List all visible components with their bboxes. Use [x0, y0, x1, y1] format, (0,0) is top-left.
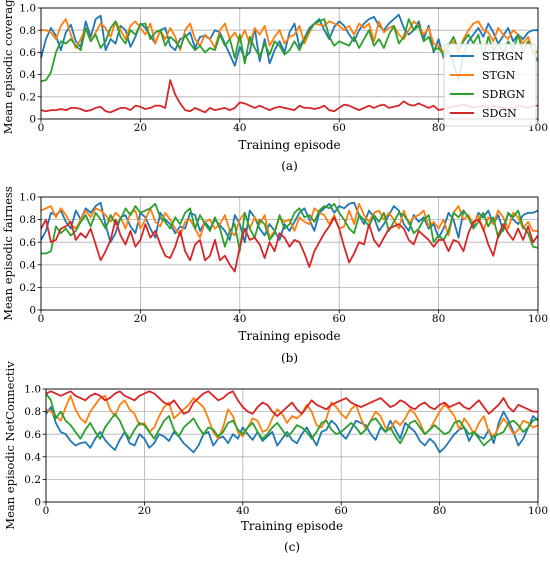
- y-tick-label: 0.6: [24, 429, 41, 441]
- x-tick-label: 80: [432, 313, 445, 325]
- x-tick-label: 0: [43, 505, 50, 517]
- y-tick-label: 0.4: [19, 69, 36, 81]
- chart-panel-3: 0 20 40 60 80 100 0 0.2 0.4 0.6 0.8 1.0 Training epi…: [3, 361, 548, 554]
- legend-label-strgn: STRGN: [482, 50, 524, 63]
- x-tick-label: 100: [528, 313, 548, 325]
- x-tick-label: 20: [138, 505, 151, 517]
- legend-box: [443, 43, 537, 127]
- series-line-stgn: [45, 394, 539, 440]
- series-line-strgn: [40, 201, 539, 244]
- x-tick-label: 60: [335, 505, 348, 517]
- series-line-strgn: [45, 406, 539, 454]
- y-tick-label: 0.2: [19, 91, 36, 103]
- legend-label-sdgn: SDGN: [482, 107, 517, 120]
- plot-frame: [40, 196, 539, 311]
- x-tick-label: 20: [134, 122, 147, 134]
- x-tick-label: 80: [433, 505, 446, 517]
- y-tick-label: 1.0: [19, 3, 36, 15]
- series-line-sdrgn: [40, 18, 539, 83]
- y-tick-label: 0: [29, 305, 36, 317]
- x-tick-label: 0: [38, 122, 45, 134]
- x-axis-label: Training episode: [238, 138, 340, 152]
- x-tick-label: 60: [333, 313, 346, 325]
- y-tick-label: 0: [29, 114, 36, 126]
- x-tick-label: 40: [236, 505, 249, 517]
- x-axis-label: Training episode: [241, 519, 343, 533]
- y-tick-label: 0.8: [19, 25, 36, 37]
- series-line-sdgn: [45, 390, 538, 418]
- series-line-stgn: [40, 202, 538, 239]
- legend-label-stgn: STGN: [482, 69, 516, 82]
- y-axis-label: Mean episodic coverage: [1, 0, 15, 134]
- legend: STRGN STGN SDRGN SDGN: [443, 43, 537, 127]
- x-tick-label: 0: [38, 313, 45, 325]
- y-tick-label: 0.6: [19, 237, 36, 249]
- series-line-sdrgn: [45, 392, 539, 447]
- panel-caption: (a): [281, 159, 298, 173]
- legend-label-sdrgn: SDRGN: [482, 88, 525, 101]
- y-tick-label: 1.0: [19, 192, 36, 204]
- x-tick-label: 20: [134, 313, 147, 325]
- x-tick-label: 60: [333, 122, 346, 134]
- y-tick-label: 0.2: [24, 474, 41, 486]
- y-tick-label: 0.8: [19, 214, 36, 226]
- series-line-sdrgn: [41, 202, 539, 255]
- series-line-sdgn: [40, 216, 539, 273]
- panel-caption: (c): [284, 540, 300, 554]
- x-tick-label: 80: [432, 122, 445, 134]
- y-tick-label: 0.2: [19, 282, 36, 294]
- y-tick-label: 1.0: [24, 384, 41, 396]
- panel-caption: (b): [281, 351, 298, 365]
- x-tick-label: 100: [528, 505, 548, 517]
- x-axis-label: Training episode: [238, 329, 340, 343]
- chart-panel-2: 0 20 40 60 80 100 0 0.2 0.4 0.6 0.8 1.0 Training epi…: [1, 186, 548, 365]
- y-tick-label: 0.4: [19, 259, 36, 271]
- y-tick-label: 0.8: [24, 406, 41, 418]
- y-tick-label: 0: [34, 497, 41, 509]
- plot-frame: [40, 7, 539, 120]
- y-tick-label: 0.6: [19, 47, 36, 59]
- y-axis-label: Mean episodic NetConnectiv: [3, 361, 17, 530]
- y-axis-label: Mean episodic fairness: [1, 186, 15, 321]
- y-tick-label: 0.4: [24, 451, 41, 463]
- plot-frame: [45, 388, 539, 503]
- x-tick-label: 40: [233, 122, 246, 134]
- x-tick-label: 40: [233, 313, 246, 325]
